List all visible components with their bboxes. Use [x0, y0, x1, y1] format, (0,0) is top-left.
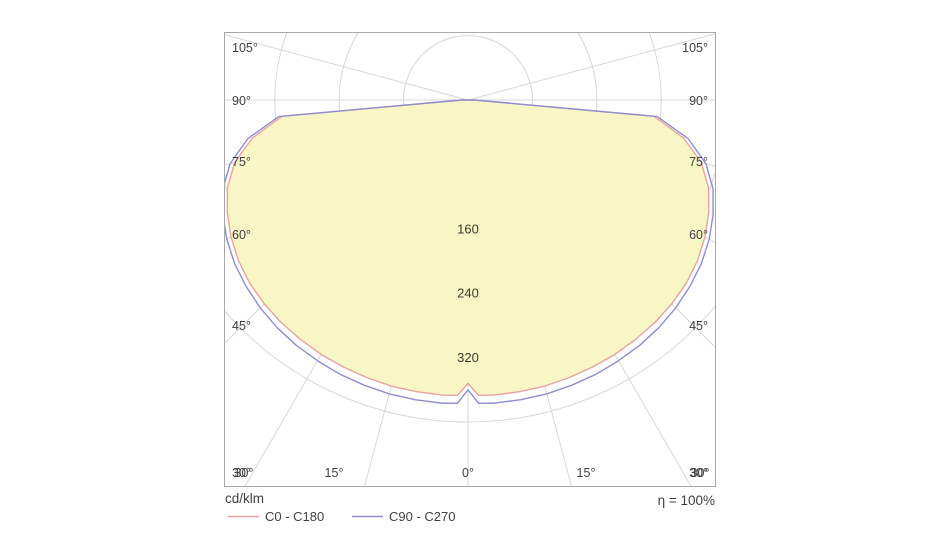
angle-label-left: 30°: [232, 466, 251, 480]
radial-tick-label: 160: [457, 221, 479, 236]
angle-label-right: 60°: [689, 228, 708, 242]
angle-label-left: 90°: [232, 94, 251, 108]
legend-label-c0-c180: C0 - C180: [265, 509, 324, 524]
radial-tick-label: 240: [457, 286, 479, 301]
angle-label-bottom: 15°: [577, 466, 596, 480]
angle-label-right: 90°: [689, 94, 708, 108]
angle-label-left: 105°: [232, 41, 258, 55]
radial-tick-labels: 160 240 320: [457, 221, 479, 365]
radial-tick-label: 320: [457, 350, 479, 365]
unit-label: cd/klm: [225, 491, 264, 506]
angle-label-right: 75°: [689, 155, 708, 169]
legend: C0 - C180 C90 - C270: [228, 509, 455, 524]
angle-label-left: 60°: [232, 228, 251, 242]
angle-tick-labels: 105°90°75°60°45°30°105°90°75°60°45°30°30…: [232, 41, 709, 480]
curve-c0-c180: [226, 99, 710, 396]
grid-ray: [467, 33, 715, 101]
angle-label-right: 45°: [689, 319, 708, 333]
distribution-fill: [227, 100, 709, 396]
angle-label-right: 30°: [689, 466, 708, 480]
legend-label-c90-c270: C90 - C270: [389, 509, 455, 524]
angle-label-bottom: 15°: [325, 466, 344, 480]
efficiency-label: η = 100%: [658, 493, 715, 508]
angle-label-right: 105°: [682, 41, 708, 55]
curve-c90-c270: [225, 99, 714, 404]
angle-label-bottom: 30°: [691, 466, 710, 480]
angle-label-bottom: 30°: [235, 466, 254, 480]
angle-label-left: 75°: [232, 155, 251, 169]
angle-label-left: 45°: [232, 319, 251, 333]
distribution-curves: [225, 99, 714, 404]
angle-label-bottom: 0°: [462, 466, 474, 480]
grid-ray: [225, 34, 469, 101]
